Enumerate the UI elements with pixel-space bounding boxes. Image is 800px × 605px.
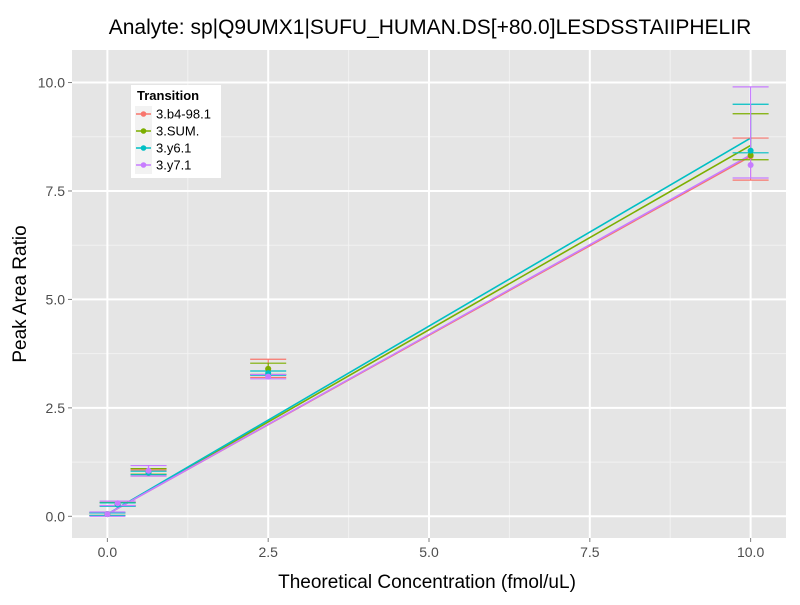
y-tick-label: 2.5 — [46, 400, 66, 416]
x-tick-label: 2.5 — [258, 544, 278, 560]
legend-label: 3.y7.1 — [156, 158, 191, 173]
y-tick-label: 5.0 — [46, 291, 66, 307]
data-point — [265, 365, 272, 372]
y-tick-label: 0.0 — [46, 508, 66, 524]
data-point — [114, 500, 121, 507]
fit-line — [106, 154, 752, 515]
x-axis-title: Theoretical Concentration (fmol/uL) — [278, 572, 576, 593]
x-tick-label: 7.5 — [580, 544, 600, 560]
y-axis-title: Peak Area Ratio — [10, 225, 31, 362]
x-tick-label: 0.0 — [98, 544, 118, 560]
data-point — [747, 152, 754, 159]
data-point — [747, 161, 754, 168]
legend-label: 3.y6.1 — [156, 141, 191, 156]
fit-lines — [106, 137, 752, 515]
legend-title: Transition — [137, 88, 199, 103]
axis-ticks: 0.0 2.5 5.0 7.5 10.0 0.0 2.5 5.0 7.5 10.0 — [38, 75, 765, 560]
major-gridlines — [72, 50, 786, 538]
data-point — [265, 373, 272, 380]
data-point — [747, 147, 754, 154]
x-tick-label: 10.0 — [737, 544, 764, 560]
legend-key-point — [140, 162, 147, 168]
data-point — [104, 511, 111, 518]
fit-line — [106, 137, 752, 515]
data-points — [104, 147, 754, 518]
legend: Transition 3.b4-98.1 3.SUM. 3.y6.1 3.y7.1 — [131, 85, 221, 178]
y-tick-label: 7.5 — [46, 183, 66, 199]
legend-key-point — [140, 145, 147, 151]
legend-label: 3.b4-98.1 — [156, 107, 211, 122]
y-tick-label: 10.0 — [38, 75, 65, 91]
data-point — [145, 467, 152, 474]
legend-label: 3.SUM. — [156, 124, 199, 139]
legend-key-point — [140, 128, 147, 134]
x-tick-label: 5.0 — [419, 544, 439, 560]
fit-line — [106, 144, 752, 515]
legend-items: 3.b4-98.1 3.SUM. 3.y6.1 3.y7.1 — [135, 106, 211, 174]
chart-title: Analyte: sp|Q9UMX1|SUFU_HUMAN.DS[+80.0]L… — [109, 16, 752, 39]
legend-key-point — [140, 111, 147, 117]
